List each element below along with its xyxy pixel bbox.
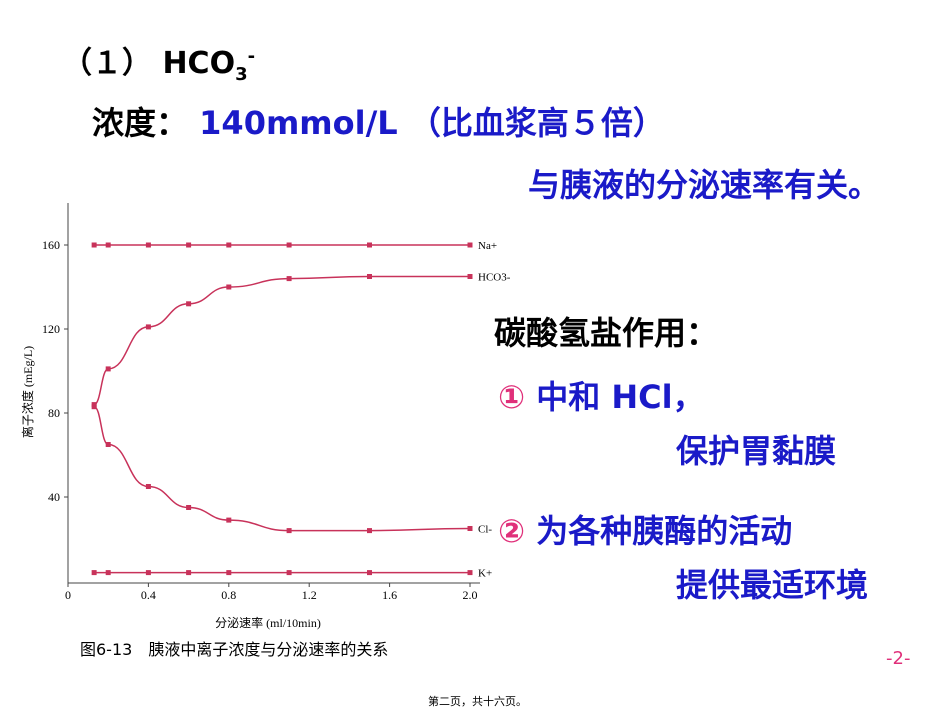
x-tick-label: 0.4 xyxy=(141,588,156,602)
marker xyxy=(105,366,111,372)
marker xyxy=(286,242,292,248)
marker xyxy=(286,528,292,534)
line2: 与胰液的分泌速率有关。 xyxy=(528,166,881,204)
item: ① 中和 HCl， xyxy=(498,372,705,418)
marker xyxy=(105,442,111,447)
marker xyxy=(226,242,232,248)
marker xyxy=(367,274,372,279)
marker xyxy=(226,517,232,523)
marker xyxy=(226,570,232,576)
y-tick-label: 40 xyxy=(48,490,60,504)
marker xyxy=(467,570,473,576)
series-label: HCO3- xyxy=(478,272,511,284)
marker xyxy=(286,570,292,576)
marker xyxy=(186,570,192,576)
y-tick-label: 120 xyxy=(42,322,60,336)
footer: 第二页，共十六页。 xyxy=(428,695,527,708)
marker xyxy=(186,242,192,248)
item: ② 为各种胰酶的活动 xyxy=(498,506,792,552)
x-tick-label: 0.8 xyxy=(221,588,236,602)
series-label: Na+ xyxy=(478,240,497,252)
heading-sup: - xyxy=(247,46,256,67)
text: 为各种胰酶的活动 xyxy=(536,512,793,550)
label: 浓度： xyxy=(92,104,189,142)
y-tick-label: 160 xyxy=(42,238,60,252)
marker xyxy=(367,528,372,534)
marker xyxy=(186,301,192,307)
marker xyxy=(91,570,97,576)
marker xyxy=(145,242,151,248)
heading-sub: 3 xyxy=(235,64,248,85)
heading: （１） HCO3- xyxy=(62,38,255,85)
chart: 图6-13 胰液中离子浓度与分泌速率的关系 分泌速率 (ml/10min) 离子… xyxy=(20,203,511,659)
section: 碳酸氢盐作用： xyxy=(494,314,719,352)
marker xyxy=(105,242,111,248)
y-tick-label: 80 xyxy=(48,406,60,420)
marker xyxy=(105,570,111,576)
marker xyxy=(145,570,151,576)
marker: ① xyxy=(498,378,526,416)
marker xyxy=(145,484,151,489)
page-number: -2- xyxy=(886,648,911,669)
series-label: K+ xyxy=(478,568,492,580)
item-cont: 保护胃黏膜 xyxy=(676,432,837,470)
series-label: Cl- xyxy=(478,524,492,536)
marker xyxy=(467,242,473,248)
marker xyxy=(145,324,151,330)
marker xyxy=(91,404,97,410)
marker xyxy=(226,284,232,290)
x-tick-label: 0 xyxy=(65,588,71,602)
heading-text: （１） HCO xyxy=(62,46,236,81)
item-cont: 提供最适环境 xyxy=(676,566,869,604)
x-tick-label: 1.2 xyxy=(302,588,317,602)
marker xyxy=(286,276,292,282)
marker xyxy=(367,570,372,576)
x-tick-label: 2.0 xyxy=(463,588,478,602)
text: 140mmol/L （比血浆高５倍） xyxy=(199,104,665,142)
marker xyxy=(91,242,97,248)
marker: ② xyxy=(498,512,526,550)
text: 中和 HCl， xyxy=(536,378,705,416)
caption: 图6-13 胰液中离子浓度与分泌速率的关系 xyxy=(80,640,388,659)
marker xyxy=(367,242,372,248)
x-tick-label: 1.6 xyxy=(382,588,397,602)
marker xyxy=(186,505,192,510)
marker xyxy=(467,274,473,279)
y-label: 离子浓度 (mEg/L) xyxy=(20,346,35,438)
series-line xyxy=(93,405,471,532)
line1: 浓度： 140mmol/L （比血浆高５倍） xyxy=(92,98,665,144)
x-label: 分泌速率 (ml/10min) xyxy=(215,615,321,630)
marker xyxy=(467,526,473,531)
series-line xyxy=(93,275,470,406)
